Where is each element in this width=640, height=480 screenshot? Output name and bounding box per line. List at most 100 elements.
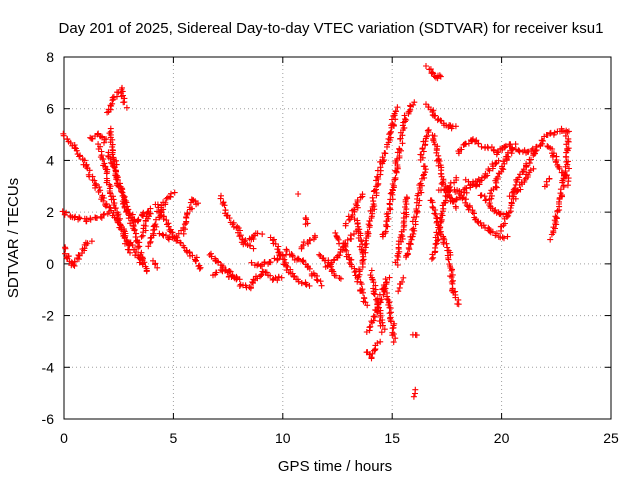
y-tick-labels: -6 -4 -2 0 2 4 6 8 — [42, 49, 55, 427]
data-point — [136, 243, 143, 250]
data-point — [564, 138, 571, 145]
data-points — [59, 63, 572, 400]
data-track — [298, 232, 319, 252]
data-point — [437, 117, 444, 124]
data-point — [430, 254, 437, 261]
data-point — [453, 205, 459, 211]
data-point — [295, 278, 302, 285]
data-point — [300, 242, 307, 249]
data-point — [254, 230, 261, 237]
data-point — [369, 203, 376, 210]
data-point — [228, 274, 235, 280]
data-point — [387, 134, 394, 141]
data-point — [377, 159, 383, 165]
data-point — [463, 185, 470, 192]
data-point — [452, 123, 459, 130]
plot-frame — [63, 56, 612, 420]
y-axis-label: SDTVAR / TECUs — [5, 178, 22, 298]
data-point — [562, 168, 569, 175]
data-point — [181, 221, 188, 228]
data-point — [283, 246, 290, 253]
data-point — [163, 195, 170, 202]
data-point — [402, 204, 408, 210]
data-track — [497, 165, 537, 234]
data-point — [517, 186, 524, 193]
data-point — [162, 199, 169, 206]
data-point — [112, 167, 119, 174]
data-point — [318, 282, 325, 289]
data-point — [377, 338, 384, 345]
data-point — [316, 251, 323, 258]
data-point — [432, 211, 439, 218]
data-point — [556, 165, 563, 172]
data-point — [447, 251, 454, 258]
data-point — [504, 213, 511, 220]
data-point — [533, 147, 540, 154]
data-point — [186, 204, 193, 211]
data-point — [171, 189, 178, 196]
data-point — [360, 253, 367, 260]
data-point — [247, 285, 254, 292]
data-point — [111, 163, 117, 170]
data-point — [360, 289, 366, 296]
data-point — [123, 208, 129, 215]
data-point — [284, 263, 291, 270]
data-track — [392, 194, 411, 268]
data-point — [475, 140, 482, 147]
data-track — [295, 191, 302, 197]
data-point — [432, 112, 439, 119]
data-point — [403, 117, 410, 123]
data-point — [135, 216, 142, 223]
data-point — [193, 257, 199, 264]
data-point — [480, 222, 487, 229]
data-point — [388, 309, 394, 316]
data-point — [388, 318, 395, 325]
data-point — [336, 275, 343, 281]
data-point — [76, 153, 83, 160]
data-point — [317, 278, 324, 285]
data-point — [445, 256, 452, 263]
data-point — [525, 148, 532, 155]
data-point — [408, 236, 415, 243]
data-point — [563, 158, 570, 165]
data-point — [523, 160, 530, 167]
data-point — [380, 291, 387, 298]
data-point — [98, 133, 105, 140]
data-point — [131, 227, 138, 234]
data-point — [392, 335, 399, 342]
data-point — [478, 192, 485, 199]
data-point — [425, 104, 432, 111]
data-point — [331, 256, 338, 263]
data-point — [382, 276, 389, 283]
data-point — [404, 250, 411, 257]
data-point — [217, 195, 224, 202]
data-track — [367, 267, 388, 336]
data-point — [420, 163, 427, 170]
data-point — [104, 210, 111, 217]
data-point — [507, 205, 514, 211]
data-point — [163, 217, 170, 224]
data-point — [173, 237, 180, 244]
data-point — [141, 259, 148, 266]
data-point — [377, 164, 384, 171]
data-point — [193, 254, 200, 261]
data-point — [246, 284, 253, 291]
data-point — [419, 154, 426, 161]
data-point — [278, 274, 285, 281]
data-point — [368, 355, 375, 362]
data-point — [121, 227, 127, 234]
data-point — [295, 256, 302, 263]
data-point — [429, 203, 436, 210]
data-point — [62, 250, 68, 257]
data-point — [478, 177, 485, 184]
data-point — [399, 278, 405, 285]
data-point — [370, 313, 377, 320]
data-point — [119, 85, 125, 91]
data-track — [356, 150, 389, 278]
data-point — [306, 265, 313, 272]
data-point — [386, 274, 393, 281]
data-point — [168, 190, 174, 197]
data-point — [303, 281, 310, 288]
data-point — [374, 173, 381, 180]
data-point — [220, 199, 227, 206]
